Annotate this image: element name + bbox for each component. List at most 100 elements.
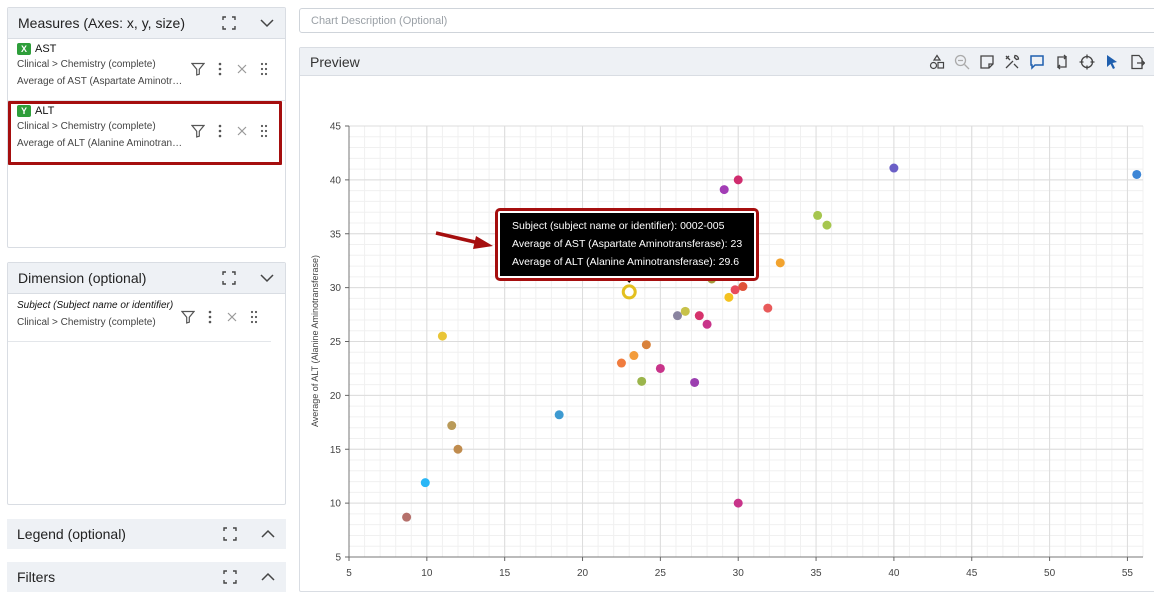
more-vert-icon[interactable] xyxy=(203,309,217,325)
tools-icon[interactable] xyxy=(1003,53,1021,71)
data-point[interactable] xyxy=(763,303,773,313)
dimension-actions xyxy=(181,309,261,325)
measure-name: AST xyxy=(35,43,57,55)
chart-grid xyxy=(348,125,1144,558)
expand-icon[interactable] xyxy=(221,15,237,31)
select-cursor-icon[interactable] xyxy=(1103,53,1121,71)
crosshair-icon[interactable] xyxy=(1078,53,1096,71)
data-point[interactable] xyxy=(775,258,785,268)
x-tick-label: 15 xyxy=(499,568,511,579)
chart-points xyxy=(402,163,1142,522)
y-tick-label: 20 xyxy=(330,391,342,402)
measures-panel-title: Measures (Axes: x, y, size) xyxy=(18,15,186,31)
y-tick-label: 30 xyxy=(330,283,342,294)
drag-handle-icon[interactable] xyxy=(257,123,271,139)
data-point[interactable] xyxy=(402,512,412,522)
annotation-arrow-head xyxy=(473,236,493,249)
data-point[interactable] xyxy=(447,421,457,431)
measure-path: Clinical > Chemistry (complete) xyxy=(17,59,156,70)
more-vert-icon[interactable] xyxy=(213,123,227,139)
y-tick-label: 15 xyxy=(330,445,342,456)
chevron-down-icon[interactable] xyxy=(259,270,275,286)
x-tick-label: 40 xyxy=(888,568,900,579)
y-tick-label: 25 xyxy=(330,337,342,348)
remove-icon[interactable] xyxy=(225,309,239,325)
chevron-down-icon[interactable] xyxy=(259,15,275,31)
measure-item-x[interactable]: X AST Clinical > Chemistry (complete) Av… xyxy=(8,39,285,101)
dimension-panel-title: Dimension (optional) xyxy=(18,270,147,286)
y-tick-label: 45 xyxy=(330,122,342,133)
expand-icon[interactable] xyxy=(222,526,238,542)
swap-axes-icon[interactable] xyxy=(1053,53,1071,71)
data-point[interactable] xyxy=(641,340,651,350)
data-point[interactable] xyxy=(616,358,626,368)
drag-handle-icon[interactable] xyxy=(257,61,271,77)
x-tick-label: 45 xyxy=(966,568,978,579)
chevron-up-icon[interactable] xyxy=(260,526,276,542)
drag-handle-icon[interactable] xyxy=(247,309,261,325)
data-point[interactable] xyxy=(680,306,690,316)
tooltip-line-x: Average of AST (Aspartate Aminotransfera… xyxy=(512,238,743,250)
data-point[interactable] xyxy=(813,210,823,220)
data-point[interactable] xyxy=(738,282,748,292)
legend-panel-title: Legend (optional) xyxy=(17,526,126,542)
y-tick-label: 5 xyxy=(335,553,341,564)
shapes-icon[interactable] xyxy=(928,53,946,71)
filter-icon[interactable] xyxy=(191,123,205,139)
legend-panel-header[interactable]: Legend (optional) xyxy=(7,519,286,549)
data-point[interactable] xyxy=(672,311,682,321)
filter-icon[interactable] xyxy=(181,309,195,325)
more-vert-icon[interactable] xyxy=(213,61,227,77)
y-tick-label: 40 xyxy=(330,175,342,186)
x-tick-label: 25 xyxy=(655,568,667,579)
dimension-item[interactable]: Subject (Subject name or identifier) Cli… xyxy=(8,294,271,342)
data-point[interactable] xyxy=(694,311,704,321)
point-tooltip: Subject (subject name or identifier): 00… xyxy=(494,208,760,281)
expand-icon[interactable] xyxy=(222,569,238,585)
measure-actions xyxy=(191,61,271,77)
data-point[interactable] xyxy=(690,377,700,387)
remove-icon[interactable] xyxy=(235,61,249,77)
data-point[interactable] xyxy=(733,175,743,185)
filter-icon[interactable] xyxy=(191,61,205,77)
x-tick-label: 55 xyxy=(1122,568,1134,579)
data-point[interactable] xyxy=(1132,169,1142,179)
data-point[interactable] xyxy=(733,498,743,508)
export-icon[interactable] xyxy=(1128,53,1146,71)
data-point[interactable] xyxy=(420,478,430,488)
note-icon[interactable] xyxy=(978,53,996,71)
chart-description-input[interactable] xyxy=(299,8,1154,33)
legend-panel: Legend (optional) xyxy=(7,519,286,549)
x-tick-label: 30 xyxy=(733,568,745,579)
data-point[interactable] xyxy=(889,163,899,173)
data-point[interactable] xyxy=(702,319,712,329)
measures-panel: Measures (Axes: x, y, size) X AST Clinic… xyxy=(7,7,286,248)
dimension-panel-header: Dimension (optional) xyxy=(8,263,285,294)
expand-icon[interactable] xyxy=(221,270,237,286)
zoom-out-icon[interactable] xyxy=(953,53,971,71)
data-point[interactable] xyxy=(637,376,647,386)
data-point[interactable] xyxy=(730,285,740,295)
selected-data-point[interactable] xyxy=(621,284,637,300)
comment-icon[interactable] xyxy=(1028,53,1046,71)
y-axis-label: Average of ALT (Alanine Aminotransferase… xyxy=(310,255,320,427)
preview-title: Preview xyxy=(310,53,360,70)
measure-item-y[interactable]: Y ALT Clinical > Chemistry (complete) Av… xyxy=(8,101,285,163)
data-point[interactable] xyxy=(629,351,639,361)
remove-icon[interactable] xyxy=(235,123,249,139)
tooltip-line-subject: Subject (subject name or identifier): 00… xyxy=(512,220,725,232)
data-point[interactable] xyxy=(554,410,564,420)
data-point[interactable] xyxy=(453,444,463,454)
y-axis-badge: Y xyxy=(17,105,31,117)
chevron-up-icon[interactable] xyxy=(260,569,276,585)
x-tick-label: 10 xyxy=(421,568,433,579)
data-point[interactable] xyxy=(724,292,734,302)
data-point[interactable] xyxy=(822,220,832,230)
data-point[interactable] xyxy=(437,331,447,341)
data-point[interactable] xyxy=(719,185,729,195)
x-tick-label: 50 xyxy=(1044,568,1056,579)
data-point[interactable] xyxy=(655,363,665,373)
filters-panel-header[interactable]: Filters xyxy=(7,562,286,592)
